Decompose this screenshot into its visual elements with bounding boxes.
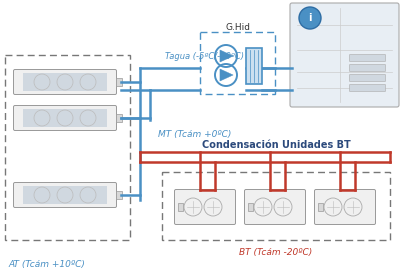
- Polygon shape: [220, 50, 233, 62]
- Bar: [116, 191, 122, 199]
- Bar: [248, 203, 253, 211]
- FancyBboxPatch shape: [349, 54, 386, 62]
- FancyBboxPatch shape: [245, 189, 305, 224]
- FancyBboxPatch shape: [314, 189, 376, 224]
- FancyBboxPatch shape: [13, 70, 116, 95]
- Text: BT (Tcám -20ºC): BT (Tcám -20ºC): [239, 248, 313, 257]
- FancyBboxPatch shape: [13, 106, 116, 131]
- FancyBboxPatch shape: [349, 65, 386, 72]
- FancyBboxPatch shape: [290, 3, 399, 107]
- Text: Tagua (-5ºC/-10ºC): Tagua (-5ºC/-10ºC): [165, 52, 244, 61]
- FancyBboxPatch shape: [13, 183, 116, 208]
- Bar: [116, 78, 122, 86]
- Bar: [23, 73, 107, 91]
- Text: i: i: [308, 13, 312, 23]
- Circle shape: [299, 7, 321, 29]
- FancyBboxPatch shape: [349, 84, 386, 92]
- FancyBboxPatch shape: [349, 75, 386, 81]
- Bar: [246, 48, 262, 84]
- Text: AT (Tcám +10ºC): AT (Tcám +10ºC): [8, 260, 85, 270]
- Text: MT (Tcám +0ºC): MT (Tcám +0ºC): [158, 131, 231, 139]
- Bar: [23, 109, 107, 127]
- Text: G.Hid: G.Hid: [225, 23, 250, 32]
- Bar: [318, 203, 323, 211]
- Bar: [23, 186, 107, 204]
- Text: Condensación Unidades BT: Condensación Unidades BT: [202, 140, 350, 150]
- Polygon shape: [220, 69, 233, 81]
- Bar: [178, 203, 183, 211]
- FancyBboxPatch shape: [174, 189, 235, 224]
- Bar: [116, 114, 122, 122]
